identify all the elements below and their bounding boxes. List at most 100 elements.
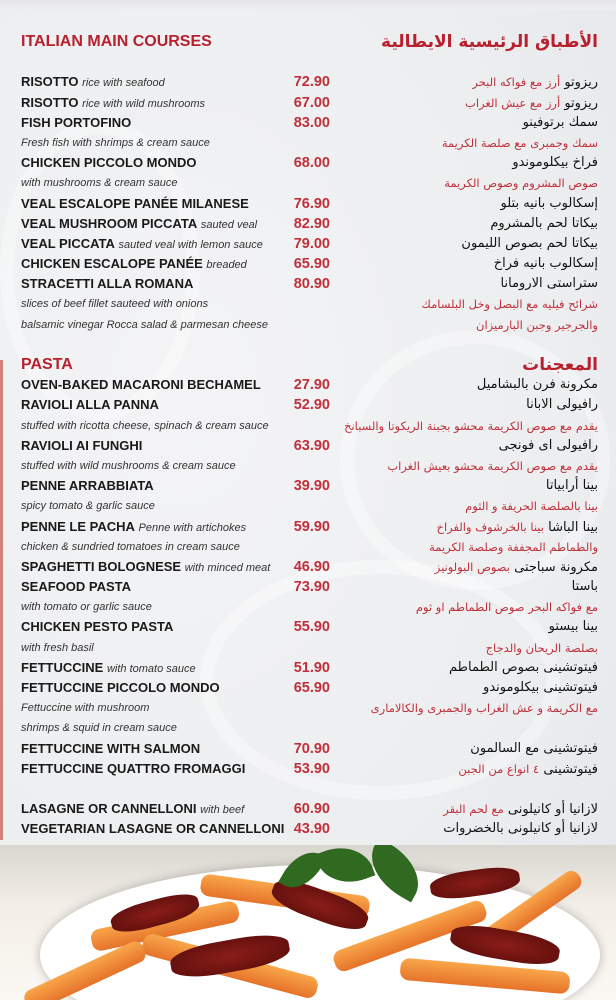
description-ar: والطماطم المجففة وصلصة الكريمة (429, 539, 598, 554)
menu-item: PENNE ARRABBIATA 39.90 بينا أرابياتا (0, 476, 616, 496)
item-name-en: STRACETTI ALLA ROMANA (21, 274, 193, 294)
item-price: 82.90 (293, 215, 330, 232)
item-name-ar: إسكالوب بانيه بتلو (501, 194, 598, 214)
item-description-arabic: مع لحم البقر (443, 802, 504, 817)
item-name-en: RISOTTO rice with seafood (21, 72, 165, 93)
item-name: RAVIOLI AI FUNGHI (21, 437, 143, 453)
item-name-arabic: لازانيا أو كانيلونى بالخضروات (443, 821, 598, 837)
item-name-arabic: فيتوتشينى بصوص الطماطم (449, 659, 598, 675)
item-price: 27.90 (293, 377, 330, 394)
item-name-ar: بيكاتا لحم بصوص الليمون (461, 234, 598, 254)
item-price: 79.00 (293, 235, 330, 252)
item-name-en: CHICKEN ESCALOPE PANÉE breaded (21, 254, 247, 275)
item-price: 83.00 (293, 114, 330, 131)
item-name-en: FETTUCCINE QUATTRO FROMAGGI (21, 759, 245, 779)
description-line: with tomato or garlic sauce مع فواكه البح… (0, 597, 616, 617)
item-name: PENNE ARRABBIATA (21, 478, 154, 494)
item-name-en: RISOTTO rice with wild mushrooms (21, 93, 205, 114)
item-description-arabic: ٤ انواع من الجبن (458, 761, 540, 776)
item-price: 51.90 (293, 659, 330, 676)
item-name-ar: سمك برتوفينو (523, 113, 598, 133)
section-header: ITALIAN MAIN COURSES الأطباق الرئيسية الا… (0, 32, 616, 52)
item-name-arabic: رافيولى اى فونجى (498, 437, 598, 453)
item-name: CHICKEN PESTO PASTA (21, 619, 174, 635)
item-price: 70.90 (293, 740, 330, 757)
item-price: 63.90 (293, 437, 330, 454)
menu-item: CHICKEN PESTO PASTA 55.90 بينا بيستو (0, 617, 616, 637)
description-line: with fresh basil بصلصة الريحان والدجاج (0, 638, 616, 658)
item-name-en: SEAFOOD PASTA (21, 577, 131, 597)
item-name-ar: فيتوتشينى مع السالمون (470, 739, 598, 759)
description-en: with fresh basil (21, 641, 94, 654)
menu-item: FETTUCCINE QUATTRO FROMAGGI 53.90 فيتوتشين… (0, 759, 616, 779)
item-name-arabic: مكرونة سباجتى (514, 559, 598, 575)
description-en: Fresh fish with shrimps & cream sauce (21, 136, 210, 149)
menu-item: CHICKEN PICCOLO MONDO 68.00 فراخ بيكلوموند… (0, 153, 616, 173)
item-name: FETTUCCINE QUATTRO FROMAGGI (21, 760, 246, 776)
menu-item: CHICKEN ESCALOPE PANÉE breaded 65.90 إسكال… (0, 254, 616, 274)
item-name-arabic: ريزوتو (564, 95, 598, 111)
description-line: Fettuccine with mushroom مع الكريمة و عش … (0, 698, 616, 718)
item-name-arabic: ريزوتو (564, 75, 598, 91)
item-description-arabic: أرز مع عيش الغراب (465, 95, 561, 110)
item-name-ar: رافيولى اى فونجى (499, 436, 598, 456)
item-name-ar: بيكاتا لحم بالمشروم (490, 214, 598, 234)
item-name-en: RAVIOLI AI FUNGHI (21, 436, 142, 456)
section-title-ar: المعجنات (522, 355, 598, 375)
item-name: CHICKEN ESCALOPE PANÉE (21, 256, 203, 272)
item-description: rice with wild mushrooms (82, 97, 206, 110)
item-name-ar: ستراستى الارومانا (501, 274, 598, 294)
menu-item: SEAFOOD PASTA 73.90 باستا (0, 577, 616, 597)
description-en: balsamic vinegar Rocca salad & parmesan … (21, 318, 269, 331)
item-name-en: FETTUCCINE PICCOLO MONDO (21, 678, 220, 698)
menu-item: FETTUCCINE PICCOLO MONDO 65.90 فيتوتشينى ب… (0, 678, 616, 698)
menu-item: STRACETTI ALLA ROMANA 80.90 ستراستى الاروم… (0, 274, 616, 294)
item-description: sauted veal with lemon sauce (118, 238, 263, 251)
item-price: 65.90 (293, 680, 330, 696)
item-name-ar: لازانيا أو كانيلونى بالخضروات (443, 819, 598, 839)
spacer (0, 779, 616, 799)
menu-item: OVEN-BAKED MACARONI BECHAMEL 27.90 مكرونة … (0, 375, 616, 395)
menu-item: FISH PORTOFINO 83.00 سمك برتوفينو (0, 113, 616, 133)
item-name-arabic: مكرونة فرن بالبشاميل (476, 377, 598, 393)
menu-item: RISOTTO rice with seafood 72.90 ريزوتو أرز… (0, 72, 616, 92)
item-name-ar: فيتوتشينى بيكلوموندو (483, 678, 598, 698)
description-en: spicy tomato & garlic sauce (21, 500, 155, 513)
item-name: SPAGHETTI BOLOGNESE (21, 558, 182, 574)
menu-item: VEAL PICCATA sauted veal with lemon sauc… (0, 234, 616, 254)
section-title-ar: الأطباق الرئيسية الايطالية (381, 32, 598, 52)
item-name: FISH PORTOFINO (21, 114, 132, 130)
item-name: STRACETTI ALLA ROMANA (21, 276, 194, 292)
description-line: balsamic vinegar Rocca salad & parmesan … (0, 315, 616, 335)
item-name: RISOTTO (21, 94, 79, 110)
item-name-arabic: بينا أرابياتا (545, 478, 598, 494)
item-name-ar: بينا بيستو (549, 617, 598, 637)
item-name-arabic: باستا (571, 579, 598, 595)
item-name: VEAL MUSHROOM PICCATA (21, 215, 198, 231)
item-name-en: LASAGNE OR CANNELLONI with beef (21, 799, 244, 820)
item-name-en: PENNE LE PACHA Penne with artichokes (21, 517, 246, 538)
description-ar: يقدم مع صوص الكريمة محشو بجبنة الريكوتا … (344, 418, 598, 433)
item-name-arabic: بيكاتا لحم بالمشروم (490, 215, 598, 231)
item-name: FETTUCCINE (21, 659, 104, 675)
item-name-en: CHICKEN PICCOLO MONDO (21, 153, 197, 173)
section-title-en: ITALIAN MAIN COURSES (21, 33, 212, 50)
item-name-arabic: فيتوتشينى بيكلوموندو (483, 680, 598, 695)
item-name-ar: إسكالوب بانيه فراخ (494, 254, 598, 274)
item-name-en: PENNE ARRABBIATA (21, 476, 154, 496)
item-name-ar: ريزوتو أرز مع عيش الغراب (465, 93, 598, 114)
description-line: stuffed with ricotta cheese, spinach & c… (0, 416, 616, 436)
menu-item: LASAGNE OR CANNELLONI with beef 60.90 لازا… (0, 799, 616, 819)
item-name-arabic: إسكالوب بانيه بتلو (500, 195, 598, 211)
item-name-arabic: فيتوتشينى (543, 761, 598, 777)
item-name: CHICKEN PICCOLO MONDO (21, 155, 197, 171)
item-price: 59.90 (293, 518, 330, 535)
menu-item: RISOTTO rice with wild mushrooms 67.00 ريز… (0, 93, 616, 113)
item-name-ar: لازانيا أو كانيلونى مع لحم البقر (443, 799, 598, 820)
item-name: LASAGNE OR CANNELLONI (21, 801, 197, 817)
item-name-ar: بينا أرابياتا (546, 476, 598, 496)
item-name-ar: باستا (572, 577, 598, 597)
description-ar: بصلصة الريحان والدجاج (485, 640, 598, 655)
item-price: 72.90 (293, 74, 330, 91)
item-name: FETTUCCINE PICCOLO MONDO (21, 680, 220, 695)
